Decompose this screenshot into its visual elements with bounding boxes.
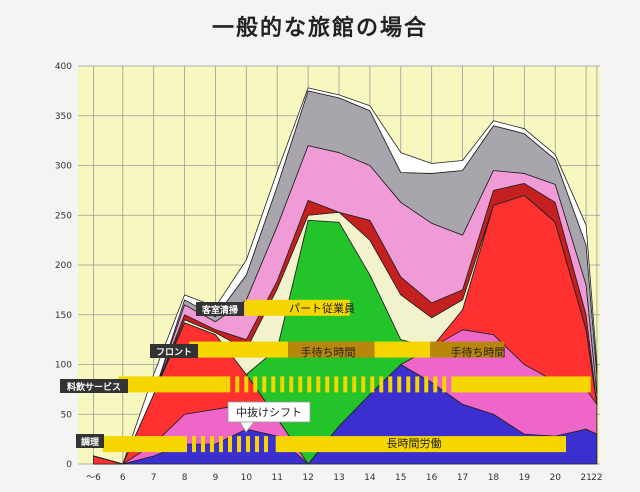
shift-bar-9-dash <box>255 436 260 453</box>
shift-bar-3 <box>189 341 289 358</box>
shift-bar-1-dash <box>451 376 456 393</box>
x-tick-label-15: 20 <box>549 473 561 483</box>
callout-box <box>227 401 311 423</box>
y-tick-label-6: 300 <box>55 162 72 172</box>
shift-bar-2 <box>454 376 591 393</box>
category-label-0: 客室清掃 <box>201 304 238 316</box>
shift-bar-1-dash <box>298 376 303 393</box>
category-label-3: 調理 <box>81 436 99 448</box>
x-axis-ticks: 〜6 6 7 8 9 10 11 12 13 14 15 16 17 18 19 20 21 22 <box>86 473 603 483</box>
shift-bar-1-dash <box>424 376 429 393</box>
y-axis-ticks: 0 50 100 150 200 250 300 350 400 <box>55 62 72 470</box>
shift-bar-1-dash <box>280 376 285 393</box>
shift-bar-1-dash <box>433 376 438 393</box>
category-label-1: フロント <box>156 347 192 358</box>
shift-bar-1-dash <box>253 376 258 393</box>
x-tick-label-2: 7 <box>151 473 157 483</box>
shift-bar-0 <box>118 376 227 393</box>
x-tick-label-3: 8 <box>182 473 188 483</box>
x-tick-label-16: 21 <box>580 473 591 483</box>
shift-bar-1-dash <box>379 376 384 393</box>
shift-bar-9-dash <box>201 436 206 453</box>
shift-bar-9-dash <box>183 436 188 453</box>
y-tick-label-3: 150 <box>55 311 72 321</box>
shift-bar-5 <box>374 341 431 358</box>
bar-label-1: 手待ち時間 <box>301 345 356 359</box>
shift-bar-9-dash <box>237 436 242 453</box>
shift-bar-1-dash <box>271 376 276 393</box>
shift-bar-1-dash <box>388 376 393 393</box>
shift-bar-6 <box>430 341 505 358</box>
shift-bar-1-dash <box>397 376 402 393</box>
category-bg-3 <box>76 434 104 448</box>
y-tick-label-8: 400 <box>55 62 72 72</box>
x-tick-label-1: 6 <box>120 473 126 483</box>
y-tick-label-4: 200 <box>55 261 72 271</box>
shift-bar-4 <box>288 341 375 358</box>
x-tick-label-7: 12 <box>302 473 313 483</box>
y-tick-label-0: 0 <box>66 460 72 470</box>
shift-bar-1-dash <box>226 376 231 393</box>
shift-bar-1-dash <box>343 376 348 393</box>
shift-bar-1-dash <box>334 376 339 393</box>
shift-bar-1-dash <box>406 376 411 393</box>
shift-bars <box>102 299 591 453</box>
shift-bar-10 <box>275 436 567 453</box>
shift-bar-9-dash <box>192 436 197 453</box>
shift-bar-7 <box>244 299 350 316</box>
bar-label-2: 手待ち時間 <box>451 345 506 359</box>
x-tick-label-6: 11 <box>271 473 282 483</box>
shift-bar-1-dash <box>244 376 249 393</box>
shift-bar-1-dash <box>415 376 420 393</box>
shift-bar-1-dash <box>289 376 294 393</box>
shift-bar-1-dash <box>307 376 312 393</box>
x-tick-label-5: 10 <box>241 473 253 483</box>
x-tick-label-17: 22 <box>591 473 602 483</box>
callout-pointer <box>239 421 255 433</box>
shift-bar-1-dash <box>325 376 330 393</box>
x-tick-label-0: 〜6 <box>86 473 101 483</box>
y-tick-label-7: 350 <box>55 112 72 122</box>
category-bg-1 <box>150 344 198 358</box>
x-tick-label-11: 16 <box>426 473 438 483</box>
x-tick-label-10: 15 <box>395 473 406 483</box>
x-tick-label-14: 19 <box>519 473 531 483</box>
y-tick-label-2: 100 <box>55 361 72 371</box>
shift-bar-9-dash <box>264 436 269 453</box>
x-tick-label-13: 18 <box>488 473 500 483</box>
shift-bar-1-dash <box>235 376 240 393</box>
x-tick-label-9: 14 <box>364 473 376 483</box>
page-title: 一般的な旅館の場合 <box>211 16 428 41</box>
x-tick-label-8: 13 <box>333 473 344 483</box>
y-tick-label-5: 250 <box>55 211 72 221</box>
shift-bar-1-dash <box>361 376 366 393</box>
shift-bar-1-dash <box>370 376 375 393</box>
shift-bar-9-dash <box>228 436 233 453</box>
shift-bar-9-dash <box>246 436 251 453</box>
area-series-8 <box>93 87 598 465</box>
category-bg-2 <box>60 379 128 393</box>
x-tick-label-12: 17 <box>457 473 468 483</box>
shift-bar-1-dash <box>316 376 321 393</box>
shift-bar-1-dash <box>352 376 357 393</box>
category-bg-0 <box>196 302 244 316</box>
shift-bar-1-dash <box>262 376 267 393</box>
callout-label: 中抜けシフト <box>236 405 302 419</box>
shift-bar-9-dash <box>210 436 215 453</box>
y-tick-label-1: 50 <box>61 410 73 420</box>
x-tick-label-4: 9 <box>213 473 219 483</box>
bar-label-0: パート従業員 <box>289 302 355 315</box>
shift-bar-1-dash <box>442 376 447 393</box>
shift-bar-9-dash <box>219 436 224 453</box>
shift-bar-8 <box>102 436 184 453</box>
category-label-2: 料飲サービス <box>67 381 121 393</box>
bar-label-3: 長時間労働 <box>387 436 442 450</box>
